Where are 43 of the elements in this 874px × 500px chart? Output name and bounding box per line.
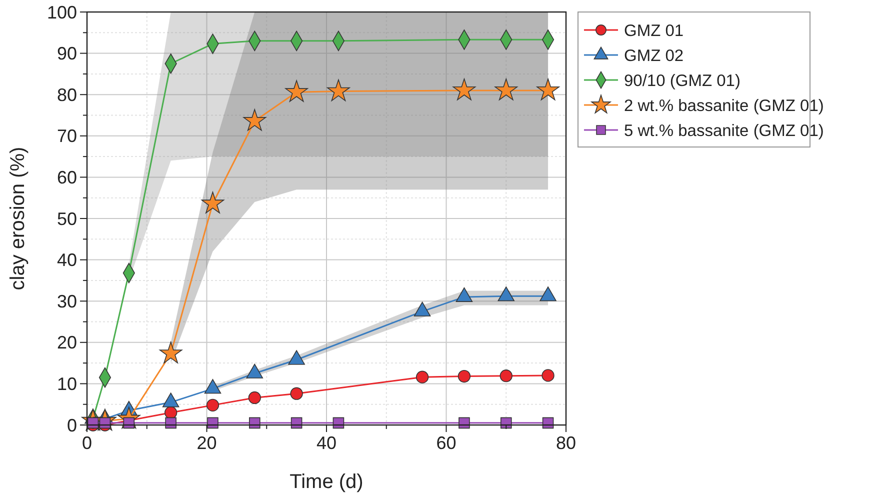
point: [416, 370, 429, 384]
point: [536, 78, 560, 100]
point: [243, 109, 266, 131]
point: [458, 370, 471, 383]
x-tick-label: 80: [556, 433, 576, 453]
x-tick-label: 0: [82, 433, 92, 453]
y-tick-label: 90: [56, 44, 77, 64]
x-tick-label: 60: [436, 433, 456, 453]
y-tick-label: 20: [56, 332, 77, 353]
legend-label: GMZ 01: [624, 22, 684, 40]
point: [159, 342, 182, 364]
y-tick-label: 0: [66, 415, 77, 436]
legend-label: 2 wt.% bassanite (GMZ 01): [624, 96, 824, 115]
y-tick-label: 40: [56, 250, 77, 270]
point: [542, 369, 554, 382]
point: [249, 417, 260, 429]
point: [201, 192, 224, 214]
legend-label: 90/10 (GMZ 01): [624, 72, 740, 90]
y-tick-label: 50: [56, 208, 77, 229]
point: [500, 370, 512, 382]
point: [207, 417, 218, 429]
point: [206, 398, 220, 412]
y-tick-label: 80: [56, 84, 77, 105]
x-axis-title: Time (d): [290, 471, 364, 493]
point: [285, 80, 308, 102]
legend-label: 5 wt.% bassanite (GMZ 01): [624, 122, 824, 140]
y-tick-label: 60: [56, 168, 77, 188]
point: [327, 79, 350, 102]
point: [248, 391, 261, 404]
point: [494, 78, 518, 100]
legend-label: GMZ 02: [624, 46, 684, 65]
point: [290, 387, 303, 400]
y-tick-label: 30: [56, 291, 77, 312]
point: [458, 417, 470, 429]
y-tick-label: 100: [46, 2, 77, 22]
point: [165, 417, 176, 429]
y-tick-label: 70: [56, 126, 77, 146]
x-tick-label: 40: [316, 433, 337, 453]
y-tick-label: 10: [56, 374, 77, 394]
x-tick-label: 20: [196, 433, 217, 453]
y-axis-title: clay erosion (%): [7, 146, 29, 290]
point: [164, 406, 178, 419]
point: [452, 78, 476, 100]
